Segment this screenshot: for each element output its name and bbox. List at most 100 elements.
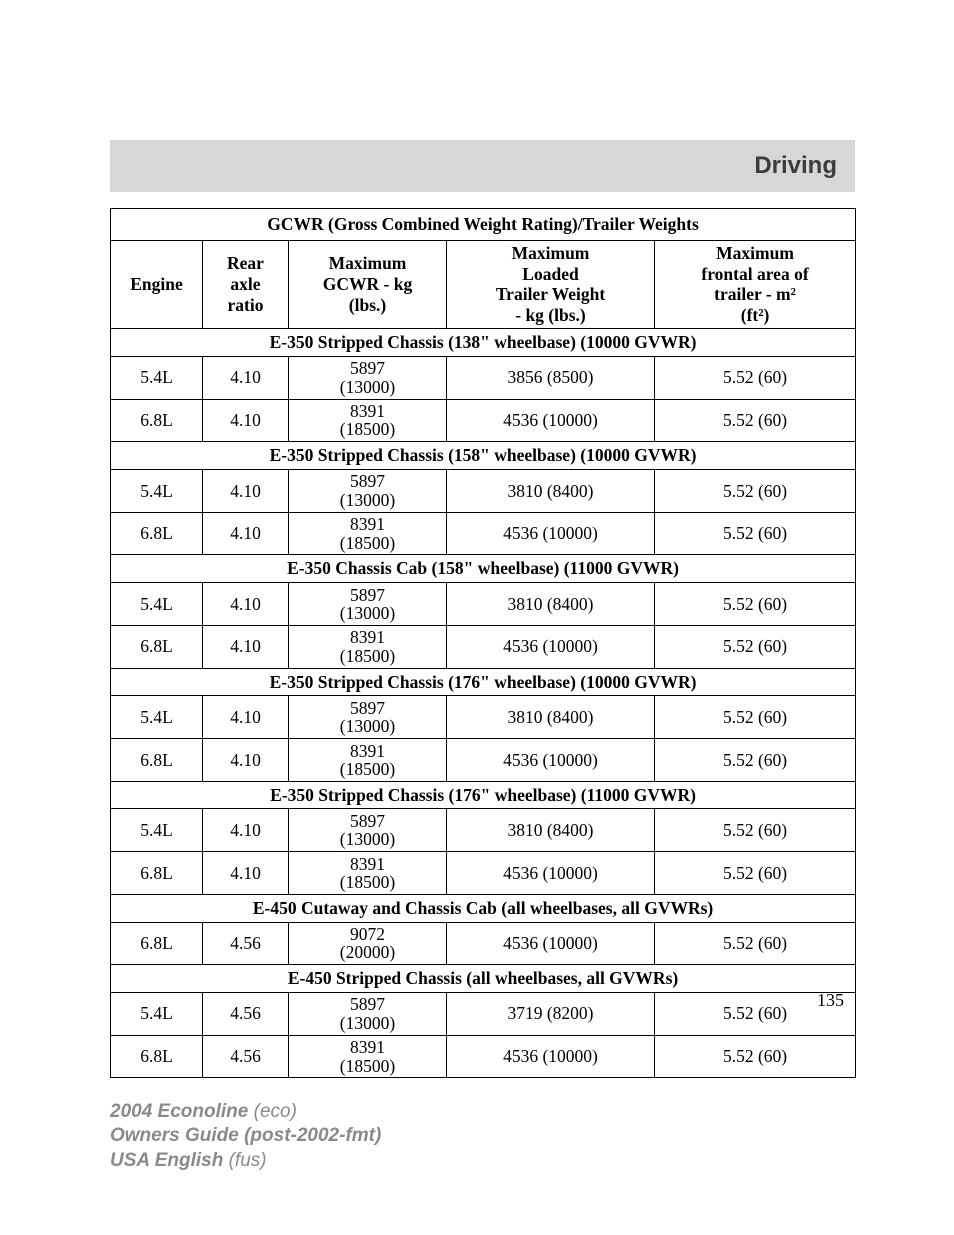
cell-gcwr: 5897(13000)	[289, 992, 447, 1035]
table-row: 6.8L4.569072(20000)4536 (10000)5.52 (60)	[111, 922, 856, 965]
cell-trail: 4536 (10000)	[447, 1035, 655, 1078]
col-gcwr: MaximumGCWR - kg(lbs.)	[289, 240, 447, 329]
cell-axle: 4.56	[203, 922, 289, 965]
table-title: GCWR (Gross Combined Weight Rating)/Trai…	[111, 209, 856, 241]
cell-axle: 4.10	[203, 469, 289, 512]
table-row: 6.8L4.108391(18500)4536 (10000)5.52 (60)	[111, 625, 856, 668]
cell-engine: 6.8L	[111, 625, 203, 668]
cell-axle: 4.10	[203, 399, 289, 442]
cell-front: 5.52 (60)	[655, 356, 856, 399]
table-row: 5.4L4.105897(13000)3810 (8400)5.52 (60)	[111, 696, 856, 739]
cell-engine: 5.4L	[111, 809, 203, 852]
cell-front: 5.52 (60)	[655, 922, 856, 965]
cell-engine: 5.4L	[111, 992, 203, 1035]
cell-engine: 6.8L	[111, 922, 203, 965]
cell-engine: 5.4L	[111, 696, 203, 739]
cell-trail: 3856 (8500)	[447, 356, 655, 399]
cell-engine: 5.4L	[111, 583, 203, 626]
section-row: E-350 Stripped Chassis (158" wheelbase) …	[111, 442, 856, 470]
footer-line3-bold: USA English	[110, 1150, 229, 1171]
cell-axle: 4.56	[203, 992, 289, 1035]
cell-axle: 4.56	[203, 1035, 289, 1078]
cell-gcwr: 8391(18500)	[289, 739, 447, 782]
cell-axle: 4.10	[203, 625, 289, 668]
cell-gcwr: 9072(20000)	[289, 922, 447, 965]
cell-trail: 3810 (8400)	[447, 809, 655, 852]
cell-front: 5.52 (60)	[655, 469, 856, 512]
cell-engine: 6.8L	[111, 852, 203, 895]
section-title: Driving	[754, 152, 837, 180]
table-row: 5.4L4.105897(13000)3810 (8400)5.52 (60)	[111, 809, 856, 852]
cell-trail: 4536 (10000)	[447, 922, 655, 965]
cell-trail: 4536 (10000)	[447, 399, 655, 442]
col-front: Maximumfrontal area oftrailer - m²(ft²)	[655, 240, 856, 329]
cell-engine: 6.8L	[111, 512, 203, 555]
cell-gcwr: 8391(18500)	[289, 512, 447, 555]
cell-front: 5.52 (60)	[655, 583, 856, 626]
cell-gcwr: 8391(18500)	[289, 399, 447, 442]
table-row: 6.8L4.108391(18500)4536 (10000)5.52 (60)	[111, 512, 856, 555]
cell-gcwr: 5897(13000)	[289, 696, 447, 739]
section-row: E-350 Stripped Chassis (176" wheelbase) …	[111, 781, 856, 809]
section-row: E-450 Stripped Chassis (all wheelbases, …	[111, 965, 856, 993]
cell-front: 5.52 (60)	[655, 1035, 856, 1078]
cell-axle: 4.10	[203, 512, 289, 555]
cell-engine: 5.4L	[111, 356, 203, 399]
cell-trail: 3810 (8400)	[447, 696, 655, 739]
col-trail: MaximumLoadedTrailer Weight- kg (lbs.)	[447, 240, 655, 329]
cell-gcwr: 8391(18500)	[289, 1035, 447, 1078]
table-row: 6.8L4.108391(18500)4536 (10000)5.52 (60)	[111, 852, 856, 895]
cell-front: 5.52 (60)	[655, 696, 856, 739]
table-row: 6.8L4.108391(18500)4536 (10000)5.52 (60)	[111, 739, 856, 782]
section-header: Driving	[110, 140, 855, 192]
cell-gcwr: 5897(13000)	[289, 809, 447, 852]
cell-trail: 4536 (10000)	[447, 739, 655, 782]
footer-line1-ital: (eco)	[254, 1101, 297, 1122]
cell-axle: 4.10	[203, 356, 289, 399]
page-number: 135	[817, 990, 844, 1011]
cell-gcwr: 8391(18500)	[289, 625, 447, 668]
cell-axle: 4.10	[203, 852, 289, 895]
cell-engine: 6.8L	[111, 399, 203, 442]
section-row: E-350 Stripped Chassis (138" wheelbase) …	[111, 329, 856, 357]
col-axle: Rearaxleratio	[203, 240, 289, 329]
cell-front: 5.52 (60)	[655, 809, 856, 852]
table-row: 5.4L4.105897(13000)3810 (8400)5.52 (60)	[111, 469, 856, 512]
cell-engine: 6.8L	[111, 1035, 203, 1078]
footer-line1-bold: 2004 Econoline	[110, 1101, 254, 1122]
table-row: 6.8L4.108391(18500)4536 (10000)5.52 (60)	[111, 399, 856, 442]
cell-front: 5.52 (60)	[655, 625, 856, 668]
section-row: E-350 Stripped Chassis (176" wheelbase) …	[111, 668, 856, 696]
cell-engine: 5.4L	[111, 469, 203, 512]
cell-front: 5.52 (60)	[655, 852, 856, 895]
cell-engine: 6.8L	[111, 739, 203, 782]
cell-gcwr: 5897(13000)	[289, 469, 447, 512]
section-row: E-450 Cutaway and Chassis Cab (all wheel…	[111, 894, 856, 922]
table-row: 5.4L4.565897(13000)3719 (8200)5.52 (60)	[111, 992, 856, 1035]
cell-front: 5.52 (60)	[655, 399, 856, 442]
col-engine: Engine	[111, 240, 203, 329]
footer-line3-ital: (fus)	[229, 1150, 267, 1171]
section-row: E-350 Chassis Cab (158" wheelbase) (1100…	[111, 555, 856, 583]
cell-trail: 3810 (8400)	[447, 469, 655, 512]
cell-axle: 4.10	[203, 739, 289, 782]
table-row: 6.8L4.568391(18500)4536 (10000)5.52 (60)	[111, 1035, 856, 1078]
cell-trail: 4536 (10000)	[447, 852, 655, 895]
gcwr-table: GCWR (Gross Combined Weight Rating)/Trai…	[110, 208, 856, 1078]
cell-axle: 4.10	[203, 809, 289, 852]
cell-axle: 4.10	[203, 696, 289, 739]
cell-trail: 3810 (8400)	[447, 583, 655, 626]
table-row: 5.4L4.105897(13000)3810 (8400)5.52 (60)	[111, 583, 856, 626]
table-row: 5.4L4.105897(13000)3856 (8500)5.52 (60)	[111, 356, 856, 399]
footer: 2004 Econoline (eco) Owners Guide (post-…	[110, 1100, 381, 1173]
cell-gcwr: 5897(13000)	[289, 356, 447, 399]
cell-trail: 4536 (10000)	[447, 512, 655, 555]
cell-front: 5.52 (60)	[655, 739, 856, 782]
cell-trail: 3719 (8200)	[447, 992, 655, 1035]
footer-line2: Owners Guide (post-2002-fmt)	[110, 1125, 381, 1146]
cell-axle: 4.10	[203, 583, 289, 626]
cell-gcwr: 8391(18500)	[289, 852, 447, 895]
cell-gcwr: 5897(13000)	[289, 583, 447, 626]
cell-trail: 4536 (10000)	[447, 625, 655, 668]
cell-front: 5.52 (60)	[655, 512, 856, 555]
